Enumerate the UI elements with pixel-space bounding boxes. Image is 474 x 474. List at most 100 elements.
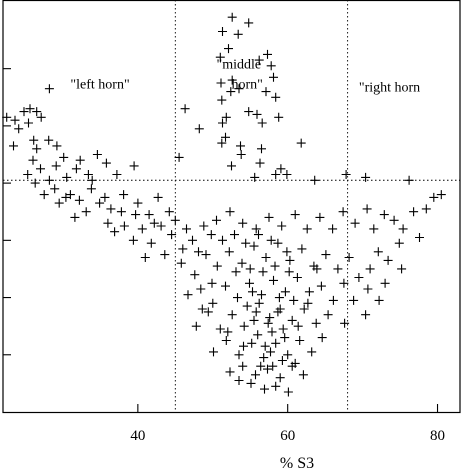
data-point [244,107,254,117]
data-point [119,190,129,200]
data-point [116,207,126,217]
data-point [344,253,354,262]
data-point [191,321,201,331]
data-point [207,278,217,288]
data-point [383,255,393,265]
data-point [271,338,281,348]
data-point [328,224,338,234]
data-point [217,95,227,105]
data-point [87,175,97,185]
data-point [146,238,156,248]
data-point [274,112,284,122]
data-point [32,107,42,117]
data-point [341,170,351,179]
data-point [303,298,313,308]
data-point [25,104,35,114]
data-point [283,350,293,360]
data-point [317,333,327,343]
data-point [266,61,276,71]
data-point [398,224,408,234]
data-point [274,293,284,303]
data-point [238,361,248,371]
data-point [257,144,266,154]
data-point [260,341,270,351]
data-point [197,304,207,314]
data-point [32,144,42,154]
data-point [103,218,113,228]
data-point [44,175,54,185]
data-point [263,364,272,374]
data-point [28,155,38,165]
data-point [149,218,159,228]
data-point [182,224,191,234]
data-point [255,158,265,168]
data-point [275,373,285,383]
data-point [266,235,276,245]
data-point [223,327,233,337]
data-point [278,324,288,334]
data-point [271,170,281,179]
data-point [101,158,111,168]
data-point [221,281,230,291]
data-point [14,124,24,134]
data-point [304,287,314,297]
data-point [365,264,375,274]
data-point [429,192,439,202]
data-point [285,255,295,265]
data-point [310,175,320,185]
data-point [436,190,446,200]
data-point [30,178,40,188]
data-point [349,295,359,305]
data-point [100,192,110,202]
annotation-label: horn" [232,78,263,93]
data-point [277,356,287,365]
data-point [246,378,256,388]
data-point [218,27,227,36]
data-point [224,44,233,54]
data-point [409,207,419,217]
data-point [256,361,266,371]
data-point [209,347,218,357]
data-point [83,170,93,179]
data-point [174,152,184,162]
data-point [92,150,102,159]
data-point [212,215,221,225]
data-point [287,315,297,325]
annotation-label: "right horn [359,81,420,96]
data-point [153,192,163,202]
data-point [397,264,407,274]
annotation-label: "left horn" [70,78,129,93]
data-point [245,264,255,274]
data-point [251,224,261,234]
data-point [361,172,371,182]
data-point [261,253,271,262]
data-point [196,284,206,294]
data-point [297,244,307,254]
data-point [9,141,18,151]
data-point [254,55,264,65]
data-point [95,198,105,208]
data-point [259,353,269,363]
data-point [290,358,300,368]
x-tick-label: 60 [280,428,295,444]
data-point [249,315,259,325]
x-axis-title: % S3 [280,455,314,472]
data-point [404,175,414,185]
data-point [298,370,308,380]
data-point [221,112,231,122]
data-point [44,84,54,94]
data-point [379,210,389,220]
data-point [244,18,254,28]
data-point [201,250,211,260]
data-point [36,112,46,122]
data-point [299,304,309,314]
data-point [269,72,278,82]
data-point [50,184,60,194]
data-point [190,270,200,280]
data-point [225,367,235,377]
data-point [268,361,278,371]
data-point [354,273,364,282]
data-point [284,267,294,277]
data-point [227,161,236,171]
